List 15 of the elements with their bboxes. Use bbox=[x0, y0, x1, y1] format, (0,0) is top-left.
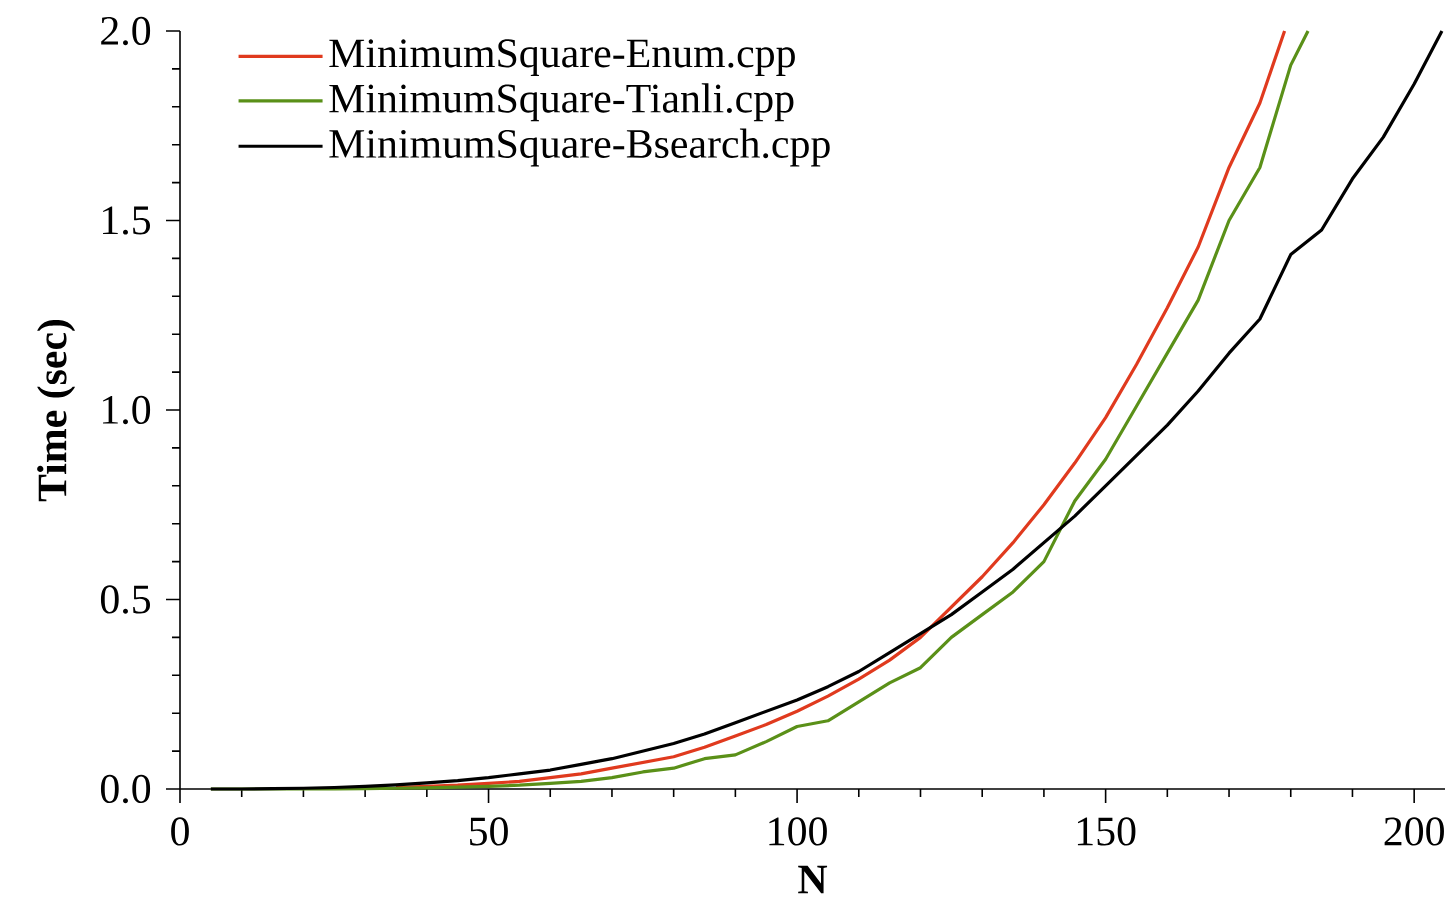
y-tick-label: 2.0 bbox=[101, 16, 151, 46]
y-tick-label: 0.5 bbox=[100, 585, 151, 614]
y-axis-title: Time (sec) bbox=[37, 319, 76, 502]
legend-label: MinimumSquare-Tianli.cpp bbox=[329, 83, 794, 122]
legend-label: MinimumSquare-Enum.cpp bbox=[329, 39, 795, 76]
x-tick-label: 100 bbox=[769, 817, 827, 846]
x-tick-label: 0 bbox=[171, 817, 189, 846]
x-tick-label: 50 bbox=[470, 817, 508, 846]
y-tick-label: 0.0 bbox=[100, 774, 151, 804]
legend-label: MinimumSquare-Bsearch.cpp bbox=[329, 128, 830, 167]
x-tick-label: 200 bbox=[1384, 817, 1444, 846]
x-axis-title: N bbox=[798, 865, 828, 894]
y-tick-label: 1.5 bbox=[103, 206, 151, 235]
y-tick-label: 1.0 bbox=[103, 395, 151, 425]
x-tick-label: 150 bbox=[1077, 817, 1136, 846]
